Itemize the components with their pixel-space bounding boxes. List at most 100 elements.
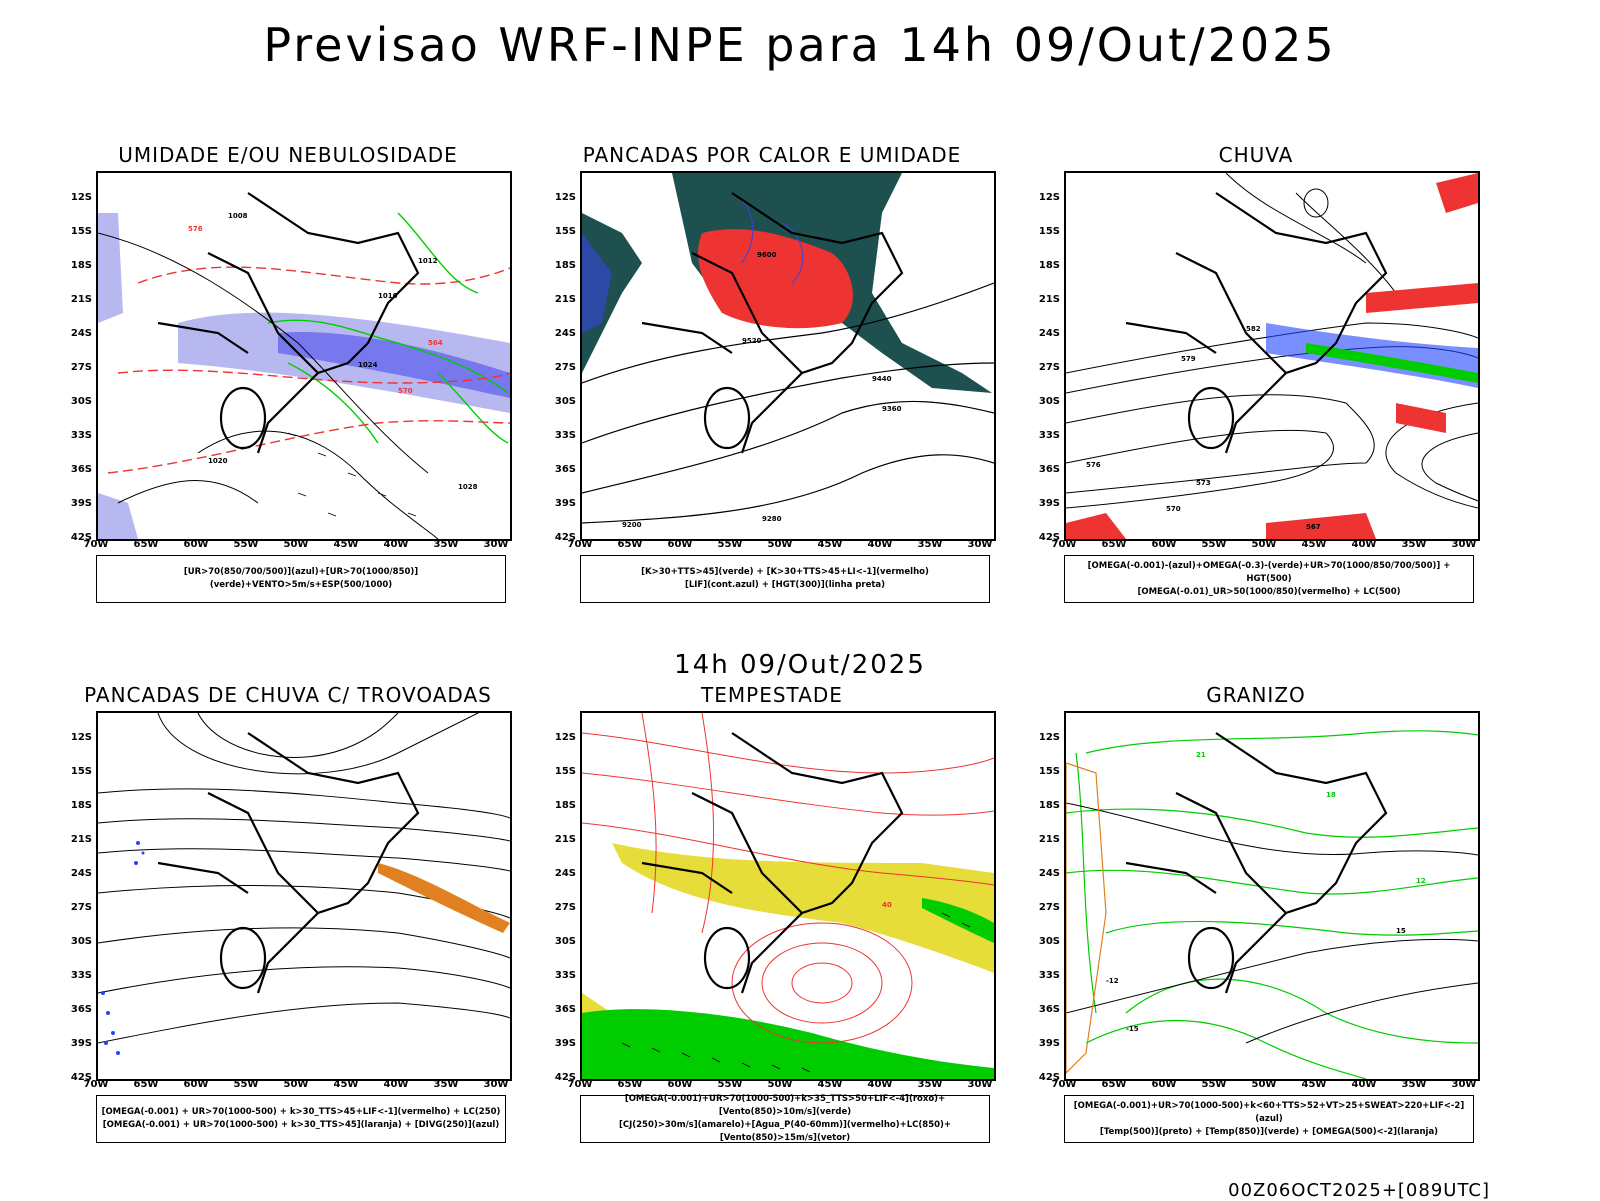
legend-line: [OMEGA(-0.001)-(azul)+OMEGA(-0.3)-(verde… — [1087, 560, 1451, 584]
lon-label: 60W — [1151, 1079, 1177, 1090]
lon-label: 65W — [617, 1079, 643, 1090]
contour-label: 12 — [1416, 877, 1426, 885]
panel-title: TEMPESTADE — [701, 683, 843, 707]
lon-label: 30W — [1451, 539, 1477, 550]
lat-label: 36S — [554, 464, 576, 475]
map-area: 1024 1012 1016 1020 1028 1008 564 570 57… — [96, 171, 512, 541]
lat-label: 30S — [70, 396, 92, 407]
lon-label: 35W — [917, 1079, 943, 1090]
panel-title: PANCADAS POR CALOR E UMIDADE — [582, 143, 962, 167]
lat-label: 42S — [1038, 1072, 1060, 1083]
lat-label: 39S — [554, 1038, 576, 1049]
lon-label: 70W — [1051, 539, 1077, 550]
lon-label: 50W — [283, 1079, 309, 1090]
lat-label: 27S — [70, 362, 92, 373]
lat-label: 15S — [554, 226, 576, 237]
legend-line: [OMEGA(-0.001)+UR>70(1000-500)+k>35_TTS>… — [624, 1094, 946, 1117]
legend-box: [OMEGA(-0.001)+UR>70(1000-500)+k<60+TTS>… — [1064, 1095, 1474, 1143]
lon-label: 55W — [1201, 539, 1227, 550]
contour-label: 18 — [1326, 791, 1336, 799]
lon-label: 30W — [1451, 1079, 1477, 1090]
lat-label: 42S — [1038, 532, 1060, 543]
lat-label: 12S — [554, 732, 576, 743]
contour-label: 564 — [428, 339, 443, 347]
main-title: Previsao WRF-INPE para 14h 09/Out/2025 — [263, 18, 1337, 72]
lon-label: 40W — [1351, 1079, 1377, 1090]
lon-label: 70W — [567, 539, 593, 550]
lat-label: 30S — [554, 936, 576, 947]
lon-label: 30W — [967, 539, 993, 550]
lat-label: 24S — [1038, 868, 1060, 879]
panel-title: CHUVA — [1218, 143, 1294, 167]
legend-box: [OMEGA(-0.001) + UR>70(1000-500) + k>30_… — [96, 1095, 506, 1143]
contour-label: 579 — [1181, 355, 1196, 363]
lat-label: 24S — [70, 868, 92, 879]
panel-granizo: GRANIZO 21 — [1016, 683, 1496, 1165]
legend-line: [Temp(500)](preto) + [Temp(850)](verde) … — [1099, 1126, 1439, 1137]
contour-label: 40 — [882, 901, 892, 909]
lon-label: 50W — [767, 1079, 793, 1090]
lat-label: 18S — [70, 260, 92, 271]
mid-title: 14h 09/Out/2025 — [674, 650, 926, 680]
lat-label: 42S — [70, 532, 92, 543]
contour-label: -15 — [1126, 1025, 1139, 1033]
contour-label: 576 — [1086, 461, 1101, 469]
map-area: 21 18 15 12 -12 -15 — [1064, 711, 1480, 1081]
panel-title: PANCADAS DE CHUVA C/ TROVOADAS — [84, 683, 492, 707]
contour-label: 570 — [398, 387, 413, 395]
lat-label: 21S — [554, 834, 576, 845]
lon-label: 70W — [1051, 1079, 1077, 1090]
lat-label: 18S — [70, 800, 92, 811]
lon-label: 55W — [233, 539, 259, 550]
lon-label: 60W — [667, 539, 693, 550]
lat-label: 27S — [554, 362, 576, 373]
lat-label: 27S — [1038, 902, 1060, 913]
lon-label: 40W — [867, 1079, 893, 1090]
lon-label: 55W — [1201, 1079, 1227, 1090]
map-area — [96, 711, 512, 1081]
contour-label: 21 — [1196, 751, 1206, 759]
lat-label: 15S — [70, 766, 92, 777]
panel-trovoadas: PANCADAS DE CHUVA C/ TROVOADAS — [48, 683, 528, 1165]
lon-label: 60W — [183, 539, 209, 550]
contour-label: 9440 — [872, 375, 892, 383]
lat-label: 21S — [554, 294, 576, 305]
lon-label: 70W — [83, 539, 109, 550]
lat-label: 21S — [1038, 834, 1060, 845]
lon-label: 45W — [333, 1079, 359, 1090]
lat-label: 30S — [554, 396, 576, 407]
lon-label: 40W — [1351, 539, 1377, 550]
lat-label: 30S — [1038, 396, 1060, 407]
lat-label: 12S — [70, 732, 92, 743]
lon-label: 60W — [183, 1079, 209, 1090]
lon-label: 70W — [567, 1079, 593, 1090]
contour-label: 9360 — [882, 405, 902, 413]
contour-label: 573 — [1196, 479, 1211, 487]
lon-label: 45W — [817, 539, 843, 550]
legend-box: [OMEGA(-0.001)-(azul)+OMEGA(-0.3)-(verde… — [1064, 555, 1474, 603]
contour-label: 15 — [1396, 927, 1406, 935]
panel-title: GRANIZO — [1206, 683, 1306, 707]
panel-tempestade: TEMPESTADE — [532, 683, 1012, 1165]
contour-label: 1024 — [358, 361, 378, 369]
lat-label: 39S — [70, 498, 92, 509]
panel-chuva: CHUVA — [1016, 143, 1496, 625]
lat-label: 39S — [1038, 498, 1060, 509]
legend-line: [K>30+TTS>45](verde) + [K>30+TTS>45+LI<-… — [641, 567, 929, 577]
lat-label: 39S — [1038, 1038, 1060, 1049]
legend-line: [OMEGA(-0.001)+UR>70(1000-500)+k<60+TTS>… — [1073, 1100, 1465, 1124]
contour-label: 1020 — [208, 457, 228, 465]
contour-label: 576 — [188, 225, 203, 233]
lat-label: 42S — [554, 532, 576, 543]
footer-run-info: 00Z06OCT2025+[089UTC] — [1228, 1180, 1490, 1201]
lon-label: 65W — [1101, 1079, 1127, 1090]
legend-line: [OMEGA(-0.01)_UR>50(1000/850)(vermelho) … — [1137, 586, 1401, 597]
lat-label: 36S — [1038, 464, 1060, 475]
lat-label: 33S — [554, 970, 576, 981]
panel-umidade: UMIDADE E/OU NEBULOSIDADE — [48, 143, 528, 625]
lon-label: 65W — [133, 539, 159, 550]
legend-box: [OMEGA(-0.001)+UR>70(1000-500)+k>35_TTS>… — [580, 1094, 990, 1143]
lon-label: 50W — [283, 539, 309, 550]
lon-label: 65W — [133, 1079, 159, 1090]
lat-label: 21S — [1038, 294, 1060, 305]
